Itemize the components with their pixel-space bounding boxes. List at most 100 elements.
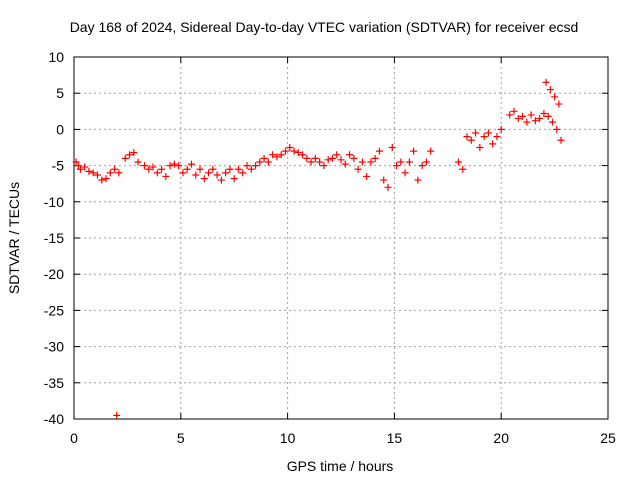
data-point <box>183 165 191 173</box>
data-point <box>106 169 114 177</box>
data-point <box>113 411 121 419</box>
data-point <box>158 165 166 173</box>
data-point <box>89 169 97 177</box>
data-point <box>540 109 548 117</box>
data-point <box>187 160 195 168</box>
data-points <box>72 78 565 419</box>
data-point <box>401 169 409 177</box>
data-point <box>140 162 148 170</box>
data-point <box>234 165 242 173</box>
data-point <box>346 151 354 159</box>
data-point <box>134 158 142 166</box>
data-point <box>427 147 435 155</box>
data-point <box>170 160 178 168</box>
data-point <box>363 172 371 180</box>
data-point <box>307 158 315 166</box>
data-point <box>252 162 260 170</box>
data-point <box>217 176 225 184</box>
data-point <box>209 165 217 173</box>
data-point <box>277 151 285 159</box>
data-point <box>247 165 255 173</box>
data-point <box>145 165 153 173</box>
y-tick-label: -5 <box>52 158 65 174</box>
data-point <box>72 158 80 166</box>
data-point <box>273 153 281 161</box>
data-point <box>548 118 556 126</box>
y-tick-label: -30 <box>44 339 64 355</box>
axis-ticks <box>73 56 609 420</box>
data-point <box>230 175 238 183</box>
data-point <box>149 163 157 171</box>
data-point <box>459 165 467 173</box>
data-point <box>555 100 563 108</box>
data-point <box>375 147 383 155</box>
data-point <box>166 162 174 170</box>
data-point <box>269 151 277 159</box>
data-point <box>484 129 492 137</box>
data-point <box>74 162 82 170</box>
data-point <box>98 176 106 184</box>
x-tick-label: 10 <box>280 430 296 446</box>
y-tick-label: 10 <box>48 49 64 65</box>
data-point <box>341 160 349 168</box>
y-tick-label: -20 <box>44 266 64 282</box>
data-point <box>367 158 375 166</box>
chart-title: Day 168 of 2024, Sidereal Day-to-day VTE… <box>70 19 579 35</box>
data-point <box>514 115 522 123</box>
data-point <box>294 149 302 157</box>
data-point <box>324 156 332 164</box>
x-axis-label: GPS time / hours <box>287 458 394 474</box>
y-tick-labels: 10 5 0 -5 -10 -15 -20 -25 -30 -35 -40 <box>44 49 64 427</box>
data-point <box>463 133 471 141</box>
data-point <box>531 117 539 125</box>
data-point <box>256 158 264 166</box>
data-point <box>337 156 345 164</box>
y-tick-label: -40 <box>44 411 64 427</box>
data-point <box>281 147 289 155</box>
data-point <box>213 171 221 179</box>
data-point <box>200 175 208 183</box>
data-point <box>493 133 501 141</box>
data-point <box>380 176 388 184</box>
grid-lines <box>74 57 608 419</box>
y-tick-label: -25 <box>44 302 64 318</box>
data-point <box>286 144 294 151</box>
y-tick-label: 5 <box>56 85 64 101</box>
data-point <box>523 118 531 126</box>
data-point <box>76 165 84 173</box>
data-point <box>243 162 251 170</box>
data-point <box>472 129 480 137</box>
data-point <box>93 171 101 179</box>
data-point <box>527 111 535 119</box>
data-point <box>544 112 552 120</box>
data-point <box>328 154 336 162</box>
data-point <box>418 162 426 170</box>
data-point <box>553 125 561 133</box>
data-point <box>205 169 213 177</box>
y-axis-label: SDTVAR / TECUs <box>6 182 22 294</box>
data-point <box>111 165 119 173</box>
data-point <box>153 169 161 177</box>
data-point <box>358 158 366 166</box>
data-point <box>467 136 475 144</box>
data-point <box>542 78 550 86</box>
y-tick-label: -15 <box>44 230 64 246</box>
data-point <box>226 165 234 173</box>
data-point <box>303 154 311 162</box>
data-point <box>510 107 518 115</box>
data-point <box>551 93 559 101</box>
data-point <box>557 136 565 144</box>
data-point <box>405 158 413 166</box>
data-point <box>333 151 341 159</box>
data-point <box>162 172 170 180</box>
data-point <box>388 144 396 151</box>
data-point <box>115 169 123 177</box>
data-point <box>192 171 200 179</box>
data-point <box>384 183 392 191</box>
data-point <box>320 162 328 170</box>
data-point <box>480 133 488 141</box>
data-point <box>102 175 110 183</box>
x-tick-label: 5 <box>177 430 185 446</box>
data-point <box>222 169 230 177</box>
